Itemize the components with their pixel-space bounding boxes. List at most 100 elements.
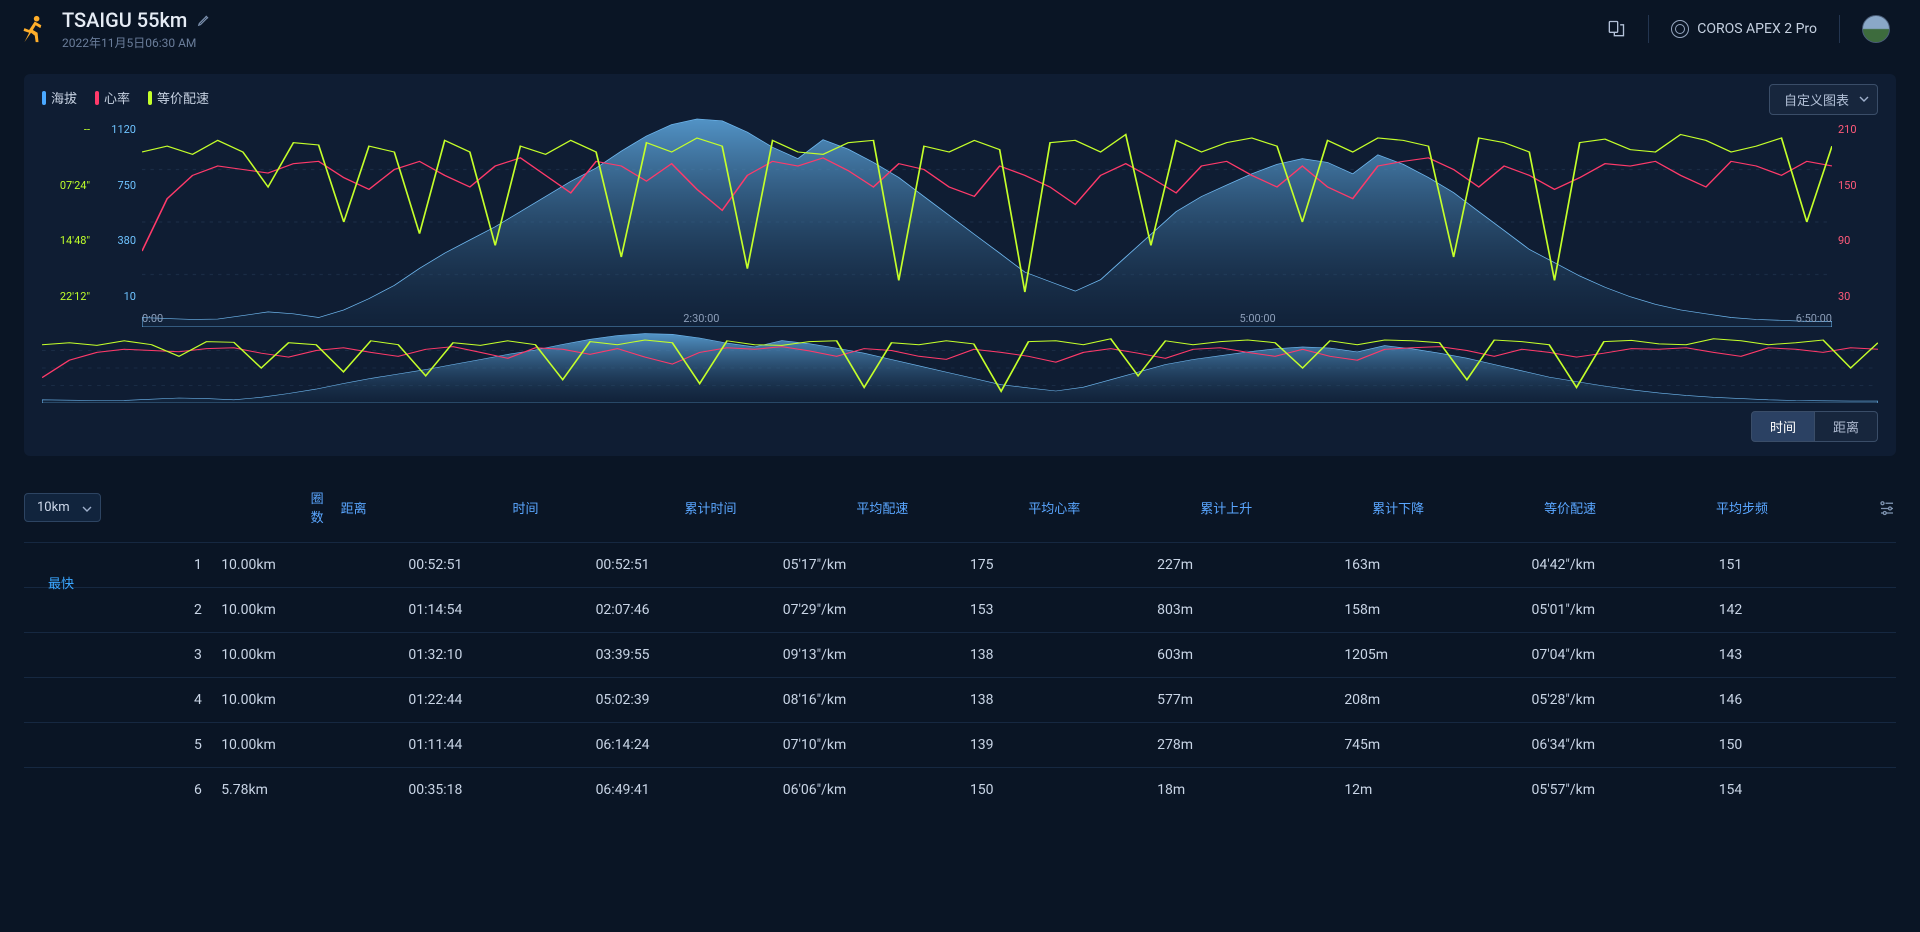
divider: [1839, 15, 1840, 43]
lap-unit-value: 10km: [37, 500, 70, 515]
legend-item[interactable]: 海拔: [42, 88, 77, 107]
legend-item[interactable]: 等价配速: [148, 88, 209, 107]
legend-item[interactable]: 心率: [95, 88, 130, 107]
cell: 1205m: [1334, 633, 1521, 678]
y-axis-elevation: 112075038010: [96, 117, 136, 327]
main-chart[interactable]: --07'24"14'48"22'12" 112075038010 210150…: [42, 117, 1878, 327]
divider: [1648, 15, 1649, 43]
axis-distance-button[interactable]: 距离: [1815, 411, 1878, 442]
cell: 07'04"/km: [1522, 633, 1709, 678]
cell: 07'29"/km: [773, 588, 960, 633]
table-row[interactable]: 210.00km01:14:5402:07:4607'29"/km153803m…: [24, 588, 1896, 633]
cell: 18m: [1147, 768, 1334, 813]
cell: 150: [1709, 723, 1896, 768]
cell: 00:52:51: [398, 543, 585, 588]
cell: 01:32:10: [398, 633, 585, 678]
y-axis-heart-rate: 2101509030: [1838, 117, 1878, 327]
device-block[interactable]: COROS APEX 2 Pro: [1671, 20, 1817, 38]
avatar[interactable]: [1862, 15, 1890, 43]
cell: 208m: [1334, 678, 1521, 723]
axis-time-button[interactable]: 时间: [1751, 411, 1815, 442]
cell: 10.00km: [211, 633, 398, 678]
cell: 5.78km: [211, 768, 398, 813]
cell: 278m: [1147, 723, 1334, 768]
cell: 158m: [1334, 588, 1521, 633]
trail-run-icon: [14, 12, 48, 46]
cell: 02:07:46: [586, 588, 773, 633]
cell: 06:14:24: [586, 723, 773, 768]
cell: 09'13"/km: [773, 633, 960, 678]
cell: 6: [24, 768, 211, 813]
cell: 05'28"/km: [1522, 678, 1709, 723]
table-row[interactable]: 65.78km00:35:1806:49:4106'06"/km15018m12…: [24, 768, 1896, 813]
cell: 05'57"/km: [1522, 768, 1709, 813]
cell: 163m: [1334, 543, 1521, 588]
cell: 577m: [1147, 678, 1334, 723]
cell: 05'17"/km: [773, 543, 960, 588]
cell: 3: [24, 633, 211, 678]
axis-toggle: 时间 距离: [42, 411, 1878, 442]
cell: 10.00km: [211, 723, 398, 768]
table-row[interactable]: 510.00km01:11:4406:14:2407'10"/km139278m…: [24, 723, 1896, 768]
chart-panel: 海拔 心率 等价配速 自定义图表 --07'24"14'48"22'12" 1120…: [24, 74, 1896, 456]
cell: 603m: [1147, 633, 1334, 678]
column-header[interactable]: 等价配速: [1534, 476, 1706, 538]
column-header[interactable]: 时间: [503, 476, 675, 538]
legend-chip: [42, 91, 46, 105]
column-header[interactable]: 平均步频: [1706, 476, 1878, 538]
cell: 06'06"/km: [773, 768, 960, 813]
column-header[interactable]: 累计下降: [1362, 476, 1534, 538]
cell: 07'10"/km: [773, 723, 960, 768]
cell: 142: [1709, 588, 1896, 633]
legend-label: 心率: [104, 88, 130, 107]
laps-table: 圈数距离时间累计时间平均配速平均心率累计上升累计下降等价配速平均步频: [141, 476, 1878, 538]
cell: 138: [960, 633, 1147, 678]
x-axis-ticks: 0:002:30:005:00:006:50:00: [142, 312, 1832, 325]
y-axis-pace: --07'24"14'48"22'12": [42, 117, 90, 327]
column-header[interactable]: 距离: [331, 476, 503, 538]
title-block: TSAIGU 55km 2022年11月5日06:30 AM: [62, 8, 1606, 51]
cell: 4: [24, 678, 211, 723]
cell: 227m: [1147, 543, 1334, 588]
custom-chart-dropdown[interactable]: 自定义图表: [1769, 84, 1878, 115]
cell: 153: [960, 588, 1147, 633]
cell: 00:52:51: [586, 543, 773, 588]
cell: 08'16"/km: [773, 678, 960, 723]
overview-chart[interactable]: [42, 333, 1878, 403]
table-row[interactable]: 410.00km01:22:4405:02:3908'16"/km138577m…: [24, 678, 1896, 723]
cell: 06'34"/km: [1522, 723, 1709, 768]
column-header[interactable]: 平均心率: [1018, 476, 1190, 538]
lap-unit-select[interactable]: 10km: [24, 493, 101, 522]
cell: 745m: [1334, 723, 1521, 768]
cell: 10.00km: [211, 543, 398, 588]
cell: 12m: [1334, 768, 1521, 813]
cell: 05:02:39: [586, 678, 773, 723]
column-header[interactable]: 累计时间: [674, 476, 846, 538]
cell: 2: [24, 588, 211, 633]
legend-label: 海拔: [51, 88, 77, 107]
cell: 150: [960, 768, 1147, 813]
column-header[interactable]: 累计上升: [1190, 476, 1362, 538]
compare-icon[interactable]: [1606, 19, 1626, 39]
cell: 10.00km: [211, 678, 398, 723]
legend-chip: [148, 91, 152, 105]
activity-title: TSAIGU 55km: [62, 8, 187, 32]
cell: 146: [1709, 678, 1896, 723]
cell: 139: [960, 723, 1147, 768]
device-name: COROS APEX 2 Pro: [1697, 21, 1817, 37]
chart-legend: 海拔 心率 等价配速: [42, 88, 1878, 107]
cell: 5: [24, 723, 211, 768]
table-row[interactable]: 310.00km01:32:1003:39:5509'13"/km138603m…: [24, 633, 1896, 678]
chevron-down-icon: [1859, 94, 1869, 104]
column-settings-icon[interactable]: [1878, 498, 1896, 516]
laps-section: 10km 圈数距离时间累计时间平均配速平均心率累计上升累计下降等价配速平均步频 …: [24, 472, 1896, 812]
cell: 10.00km: [211, 588, 398, 633]
column-header[interactable]: 圈数: [141, 476, 331, 538]
column-header[interactable]: 平均配速: [846, 476, 1018, 538]
edit-icon[interactable]: [197, 13, 211, 27]
legend-label: 等价配速: [157, 88, 209, 107]
cell: 154: [1709, 768, 1896, 813]
table-row[interactable]: 1最快10.00km00:52:5100:52:5105'17"/km17522…: [24, 543, 1896, 588]
laps-table-body: 1最快10.00km00:52:5100:52:5105'17"/km17522…: [24, 542, 1896, 812]
cell: 138: [960, 678, 1147, 723]
